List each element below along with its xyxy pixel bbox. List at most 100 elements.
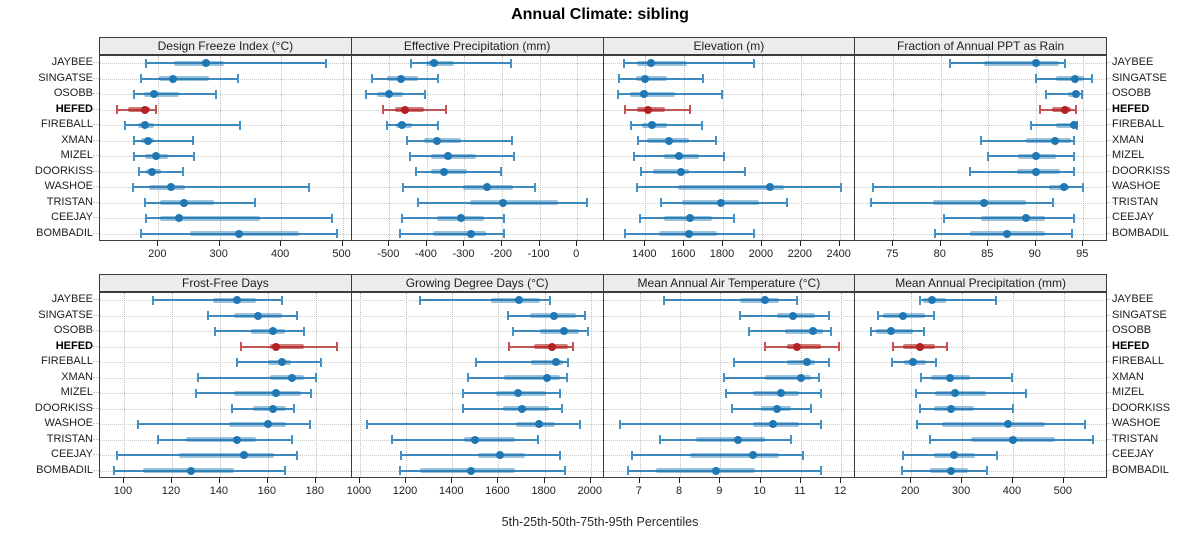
interquartile-box <box>740 297 779 303</box>
whisker-line <box>468 376 567 379</box>
whisker-cap-5th <box>949 58 952 68</box>
gridline-vertical <box>577 55 579 240</box>
whisker-cap-95th <box>319 357 322 367</box>
gridline-horizontal <box>100 171 351 173</box>
whisker-line <box>366 423 581 426</box>
median-dot <box>467 229 476 238</box>
median-dot <box>712 466 721 475</box>
median-dot <box>1003 420 1012 429</box>
y-tick-stub <box>93 201 99 203</box>
whisker-cap-95th <box>511 136 514 146</box>
y-tick-stub <box>1107 330 1113 332</box>
interquartile-box <box>1055 122 1076 128</box>
median-dot <box>768 420 777 429</box>
gridline-vertical <box>940 55 942 240</box>
whisker-line <box>387 124 439 127</box>
y-tick-stub <box>93 139 99 141</box>
station-label-right-tristan: TRISTAN <box>1112 432 1159 445</box>
whisker-line <box>134 139 194 142</box>
interquartile-box <box>652 169 690 175</box>
whisker-cap-5th <box>617 89 620 99</box>
whisker-cap-5th <box>640 167 643 177</box>
whisker-cap-95th <box>1072 151 1075 161</box>
median-dot <box>675 152 684 161</box>
whisker-line <box>631 124 703 127</box>
median-dot <box>499 198 508 207</box>
whisker-cap-5th <box>987 151 990 161</box>
median-dot <box>980 198 989 207</box>
whisker-cap-95th <box>444 105 447 115</box>
median-dot <box>748 451 757 460</box>
whisker-line <box>916 423 1086 426</box>
whisker-cap-95th <box>946 342 949 352</box>
y-tick-stub <box>1107 186 1113 188</box>
gridline-horizontal <box>855 315 1106 317</box>
whisker-cap-95th <box>336 342 339 352</box>
median-dot <box>1031 167 1040 176</box>
whisker-cap-95th <box>795 295 798 305</box>
interquartile-box <box>752 390 799 396</box>
whisker-cap-95th <box>701 74 704 84</box>
median-dot <box>1031 59 1040 68</box>
whisker-cap-5th <box>934 229 937 239</box>
median-dot <box>772 404 781 413</box>
station-label-right-osobb: OSOBB <box>1112 324 1152 337</box>
whisker-cap-5th <box>870 198 873 208</box>
gridline-vertical <box>841 292 843 477</box>
whisker-cap-95th <box>254 198 257 208</box>
y-tick-stub <box>93 124 99 126</box>
whisker-cap-5th <box>406 136 409 146</box>
whisker-cap-95th <box>1081 89 1084 99</box>
gridline-horizontal <box>855 78 1106 80</box>
whisker-cap-5th <box>623 105 626 115</box>
whisker-line <box>365 93 425 96</box>
gridline-vertical <box>171 292 173 477</box>
median-dot <box>792 342 801 351</box>
median-dot <box>1070 74 1079 83</box>
interquartile-box <box>690 452 779 458</box>
whisker-cap-5th <box>398 229 401 239</box>
whisker-cap-5th <box>747 326 750 336</box>
median-dot <box>946 373 955 382</box>
median-dot <box>766 183 775 192</box>
whisker-cap-95th <box>934 357 937 367</box>
whisker-line <box>970 170 1074 173</box>
x-tick-label: 85 <box>981 247 994 260</box>
whisker-cap-5th <box>138 167 141 177</box>
panel-design-freeze-index-c <box>99 54 352 241</box>
station-label-right-bombadil: BOMBADIL <box>1112 463 1169 476</box>
y-tick-stub <box>93 345 99 347</box>
gridline-vertical <box>962 292 964 477</box>
gridline-horizontal <box>855 156 1106 158</box>
whisker-cap-95th <box>509 58 512 68</box>
gridline-vertical <box>452 292 454 477</box>
whisker-cap-5th <box>506 311 509 321</box>
whisker-cap-5th <box>391 435 394 445</box>
median-dot <box>187 466 196 475</box>
gridline-vertical <box>720 292 722 477</box>
y-tick-stub <box>1107 299 1113 301</box>
whisker-cap-5th <box>364 89 367 99</box>
whisker-line <box>157 438 292 441</box>
whisker-line <box>116 454 297 457</box>
whisker-line <box>663 299 797 302</box>
median-dot <box>232 296 241 305</box>
whisker-line <box>734 361 830 364</box>
whisker-cap-95th <box>293 404 296 414</box>
median-dot <box>272 389 281 398</box>
gridline-horizontal <box>603 331 855 333</box>
whisker-cap-5th <box>132 182 135 192</box>
station-label-left-bombadil: BOMBADIL <box>36 463 93 476</box>
gridline-horizontal <box>855 331 1106 333</box>
whisker-cap-95th <box>752 229 755 239</box>
interquartile-box <box>983 60 1059 66</box>
median-dot <box>641 74 650 83</box>
median-dot <box>552 358 561 367</box>
median-dot <box>685 229 694 238</box>
gridline-vertical <box>839 55 841 240</box>
x-tick-label: 1800 <box>531 484 556 497</box>
median-dot <box>1069 121 1078 130</box>
whisker-line <box>902 454 997 457</box>
gridline-horizontal <box>603 78 855 80</box>
median-dot <box>254 311 263 320</box>
